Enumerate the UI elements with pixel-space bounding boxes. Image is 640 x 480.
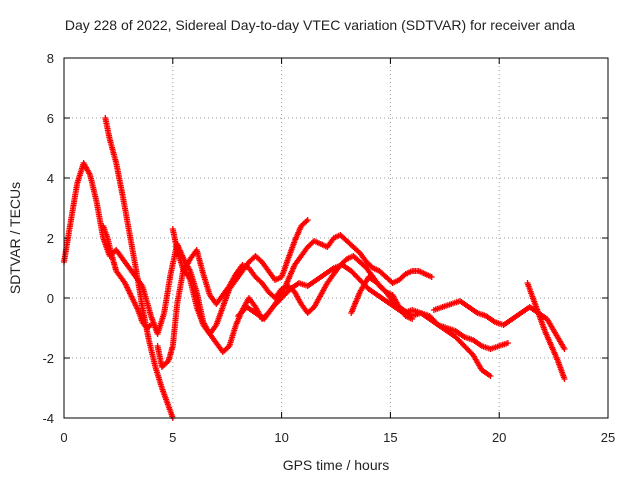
data-point [561, 376, 568, 382]
data-point [304, 217, 311, 223]
y-tick-label: -4 [42, 411, 54, 426]
x-tick-label: 15 [383, 430, 397, 445]
data-series-9 [100, 223, 154, 331]
plot-frame [63, 57, 609, 419]
data-point [487, 373, 494, 379]
data-point [428, 274, 435, 280]
y-tick-label: 2 [47, 231, 54, 246]
y-tick-label: 6 [47, 111, 54, 126]
data-series-2 [102, 115, 176, 421]
y-axis-label: SDTVAR / TECUs [7, 182, 23, 294]
y-tick-label: 4 [47, 171, 54, 186]
chart-title: Day 228 of 2022, Sidereal Day-to-day VTE… [65, 17, 575, 33]
x-tick-label: 0 [60, 430, 67, 445]
x-axis-label: GPS time / hours [283, 457, 390, 473]
data-series-group [61, 115, 568, 421]
data-point [561, 346, 568, 352]
y-tick-label: 8 [47, 51, 54, 66]
y-tick-label: -2 [42, 351, 54, 366]
data-point [303, 218, 310, 225]
data-series-8 [524, 280, 568, 382]
data-point [148, 322, 154, 328]
x-tick-label: 20 [492, 430, 506, 445]
data-point [504, 340, 511, 346]
x-tick-label: 5 [169, 430, 176, 445]
x-tick-label: 25 [601, 430, 615, 445]
x-tick-label: 10 [274, 430, 288, 445]
data-series-6 [348, 274, 494, 379]
y-tick-label: 0 [47, 291, 54, 306]
